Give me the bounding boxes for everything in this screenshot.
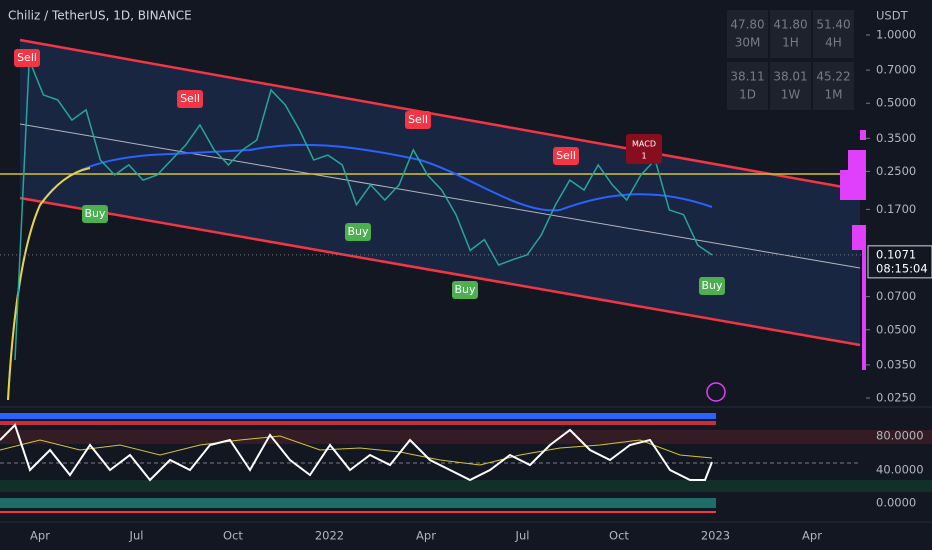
y-tick-label: 0.5000 (876, 96, 916, 110)
signal-label: Sell (408, 113, 428, 126)
y-tick-label: 0.0350 (876, 357, 916, 371)
timeframe-label: 1D (739, 88, 756, 102)
signal-label: Sell (556, 149, 576, 162)
x-tick-label: Apr (30, 529, 50, 543)
indicator-tick-label: 80.0000 (876, 429, 924, 443)
y-tick-label: 0.7000 (876, 63, 916, 77)
timeframe-label: 4H (825, 36, 842, 50)
moving-average-start (7, 167, 91, 401)
price-line (14, 59, 713, 361)
x-tick-label: 2022 (315, 529, 344, 543)
channel-bottom (19, 196, 861, 347)
indicator-ribbon-2 (0, 421, 716, 425)
oversold-zone (0, 480, 932, 492)
y-tick-label: 0.3500 (876, 131, 916, 145)
y-tick-label: 0.0250 (876, 391, 916, 405)
timeframe-cell (813, 10, 854, 58)
timeframe-value: 38.11 (730, 70, 764, 84)
timeframe-cell (727, 10, 768, 58)
macd-label: MACD (632, 140, 656, 149)
signal-label: Buy (347, 225, 369, 238)
signal-badge (405, 111, 431, 129)
signal-label: Sell (17, 51, 37, 64)
current-price: 0.1071 (876, 247, 916, 261)
signal-badge (14, 49, 40, 67)
x-tick-label: Apr (802, 529, 822, 543)
signal-label: Buy (84, 207, 106, 220)
signal-label: Sell (180, 92, 200, 105)
x-tick-label: Apr (416, 529, 436, 543)
macd-count: 1 (641, 152, 646, 161)
currency: USDT (876, 9, 909, 23)
y-tick-label: 0.0500 (876, 322, 916, 336)
timeframe-cell (727, 62, 768, 110)
signal-badge (82, 205, 108, 223)
timeframe-cell (770, 62, 811, 110)
x-tick-label: Oct (223, 529, 243, 543)
y-tick-label: 0.1700 (876, 202, 916, 216)
lightning-icon[interactable] (706, 382, 726, 402)
timeframe-label: 1M (825, 88, 843, 102)
overbought-zone (0, 430, 932, 444)
x-tick-label: 2023 (701, 529, 730, 543)
timeframe-label: 1H (782, 36, 799, 50)
timeframe-value: 47.80 (730, 18, 764, 32)
timeframe-cell (770, 10, 811, 58)
signal-badge (452, 281, 478, 299)
histogram (0, 498, 716, 508)
timeframe-label: 1W (781, 88, 801, 102)
x-tick-label: Oct (609, 529, 629, 543)
channel-fill (20, 40, 860, 345)
timeframe-value: 38.01 (773, 70, 807, 84)
indicator-tick-label: 0.0000 (876, 496, 916, 510)
y-tick-label: 1.0000 (876, 28, 916, 42)
y-tick-label: 0.0700 (876, 289, 916, 303)
channel-top (19, 38, 861, 192)
signal-line (0, 435, 713, 466)
timeframe-label: 30M (735, 36, 761, 50)
timeframe-table: 47.80 30M 41.80 1H 51.40 4H 38.11 1D 38.01 1W 45.2… (727, 10, 854, 110)
oscillator-line (0, 423, 713, 482)
countdown: 08:15:04 (876, 261, 928, 275)
indicator-ribbon (0, 413, 716, 419)
signal-label: Buy (701, 279, 723, 292)
timeframe-value: 41.80 (773, 18, 807, 32)
current-price-box (867, 245, 932, 279)
signal-badge (553, 147, 579, 165)
x-tick-label: Jul (129, 529, 144, 543)
signal-badge (345, 223, 371, 241)
timeframe-value: 51.40 (816, 18, 850, 32)
y-tick-label: 0.2500 (876, 164, 916, 178)
x-tick-label: Jul (515, 529, 530, 543)
channel-mid (19, 123, 861, 269)
macd-badge (626, 134, 662, 164)
timeframe-value: 45.22 (816, 70, 850, 84)
signal-badge (177, 90, 203, 108)
volume-profile (840, 130, 866, 370)
signal-label: Buy (454, 283, 476, 296)
indicator-tick-label: 40.0000 (876, 463, 924, 477)
chart-title: Chiliz / TetherUS, 1D, BINANCE (8, 9, 192, 23)
signal-badge (699, 277, 725, 295)
timeframe-cell (813, 62, 854, 110)
